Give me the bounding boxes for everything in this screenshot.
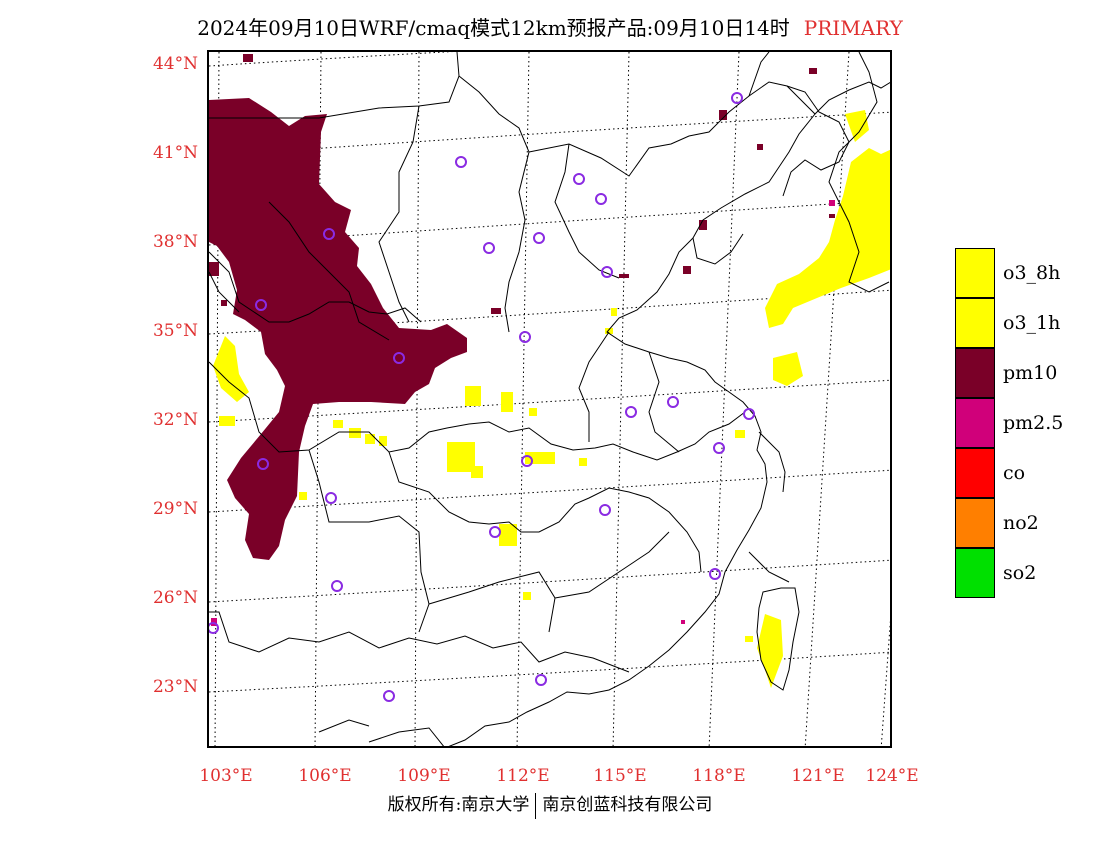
legend-label: no2	[1003, 512, 1039, 534]
copyright-footer: 版权所有:南京大学 南京创蓝科技有限公司	[0, 790, 1100, 819]
legend-label: o3_8h	[1003, 262, 1061, 284]
pm25-area	[211, 200, 835, 626]
map-title: 2024年09月10日WRF/cmaq模式12km预报产品:09月10日14时 P…	[0, 12, 1100, 41]
legend-swatch	[955, 348, 995, 398]
primary-tag: PRIMARY	[803, 16, 903, 40]
lon-label: 124°E	[865, 766, 919, 786]
lat-label: 44°N	[152, 54, 198, 74]
map-title-text: 2024年09月10日WRF/cmaq模式12km预报产品:09月10日14时	[197, 16, 790, 40]
legend-swatch	[955, 398, 995, 448]
legend-label: o3_1h	[1003, 312, 1061, 334]
legend-label: pm10	[1003, 362, 1058, 384]
footer-divider	[535, 792, 537, 819]
lon-label: 121°E	[791, 766, 845, 786]
legend-label: so2	[1003, 562, 1037, 584]
legend-label: pm2.5	[1003, 412, 1064, 434]
lon-label: 118°E	[692, 766, 746, 786]
lon-label: 115°E	[593, 766, 647, 786]
copyright-left: 版权所有:南京大学	[387, 795, 530, 815]
lon-label: 103°E	[199, 766, 253, 786]
o3-area	[213, 110, 890, 688]
legend-swatch	[955, 448, 995, 498]
station-markers	[209, 92, 755, 702]
lat-label: 23°N	[152, 677, 198, 697]
lon-label: 109°E	[397, 766, 451, 786]
lat-label: 41°N	[152, 143, 198, 163]
graticule	[209, 52, 890, 746]
lat-label: 29°N	[152, 499, 198, 519]
legend-label: co	[1003, 462, 1026, 484]
legend-swatch	[955, 298, 995, 348]
lat-label: 32°N	[152, 410, 198, 430]
pm10-area	[209, 54, 835, 560]
copyright-right: 南京创蓝科技有限公司	[542, 795, 713, 815]
legend-swatch	[955, 498, 995, 548]
lon-label: 106°E	[298, 766, 352, 786]
legend-swatch	[955, 248, 995, 298]
lat-label: 26°N	[152, 588, 198, 608]
lat-label: 38°N	[152, 232, 198, 252]
lat-label: 35°N	[152, 321, 198, 341]
map-frame[interactable]	[207, 50, 892, 748]
legend-swatch	[955, 548, 995, 598]
lon-label: 112°E	[496, 766, 550, 786]
map-canvas	[209, 52, 890, 746]
boundaries	[209, 52, 890, 746]
